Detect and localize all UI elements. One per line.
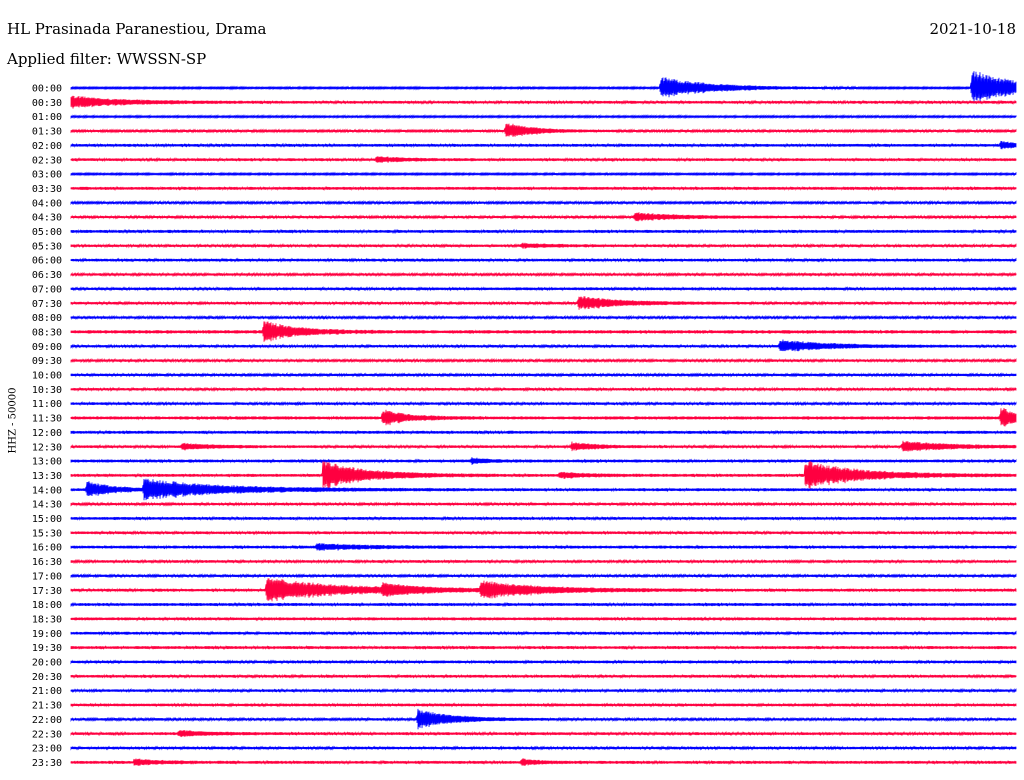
row-time-label: 13:30	[32, 471, 62, 482]
row-time-label: 01:00	[32, 112, 62, 123]
row-time-label: 00:00	[32, 84, 62, 95]
row-time-label: 00:30	[32, 98, 62, 109]
row-time-label: 05:30	[32, 241, 62, 252]
row-time-label: 02:30	[32, 155, 62, 166]
row-time-label: 19:00	[32, 629, 62, 640]
row-time-label: 14:30	[32, 500, 62, 511]
row-time-label: 15:30	[32, 528, 62, 539]
trace-row	[70, 407, 1017, 427]
trace-row	[70, 71, 1017, 104]
row-time-label: 17:30	[32, 586, 62, 597]
row-time-label: 04:00	[32, 198, 62, 209]
row-time-label: 10:00	[32, 371, 62, 382]
row-time-label: 22:00	[32, 715, 62, 726]
row-time-label: 04:30	[32, 213, 62, 224]
row-time-label: 10:30	[32, 385, 62, 396]
row-time-label: 16:30	[32, 557, 62, 568]
plot-date: 2021-10-18	[929, 20, 1016, 38]
row-time-label: 08:30	[32, 327, 62, 338]
row-time-label: 08:00	[32, 313, 62, 324]
row-time-label: 19:30	[32, 643, 62, 654]
station-title: HL Prasinada Paranestiou, Drama	[7, 20, 267, 38]
row-time-label: 07:00	[32, 284, 62, 295]
row-time-label: 23:30	[32, 758, 62, 769]
row-time-label: 14:00	[32, 485, 62, 496]
row-time-label: 06:30	[32, 270, 62, 281]
row-time-label: 20:30	[32, 672, 62, 683]
row-time-label: 21:30	[32, 701, 62, 712]
row-time-label: 23:00	[32, 744, 62, 755]
row-time-label: 12:00	[32, 428, 62, 439]
row-time-label: 16:00	[32, 543, 62, 554]
row-time-label: 18:00	[32, 600, 62, 611]
row-time-label: 11:00	[32, 399, 62, 410]
row-time-label: 17:00	[32, 571, 62, 582]
trace-row	[70, 339, 1017, 352]
row-time-label: 11:30	[32, 414, 62, 425]
row-time-label: 13:00	[32, 457, 62, 468]
row-time-label: 15:00	[32, 514, 62, 525]
row-time-label: 02:00	[32, 141, 62, 152]
row-time-label: 06:00	[32, 256, 62, 267]
trace-row	[70, 123, 1017, 138]
row-time-label: 09:00	[32, 342, 62, 353]
row-time-label: 21:00	[32, 686, 62, 697]
row-time-label: 12:30	[32, 442, 62, 453]
row-time-label: 07:30	[32, 299, 62, 310]
row-time-label: 03:30	[32, 184, 62, 195]
row-time-label: 01:30	[32, 127, 62, 138]
row-time-label: 09:30	[32, 356, 62, 367]
row-time-label: 03:00	[32, 170, 62, 181]
filter-label: Applied filter: WWSSN-SP	[7, 50, 207, 68]
row-time-label: 20:00	[32, 658, 62, 669]
row-time-label: 18:30	[32, 614, 62, 625]
row-time-label: 22:30	[32, 729, 62, 740]
row-time-label: 05:00	[32, 227, 62, 238]
